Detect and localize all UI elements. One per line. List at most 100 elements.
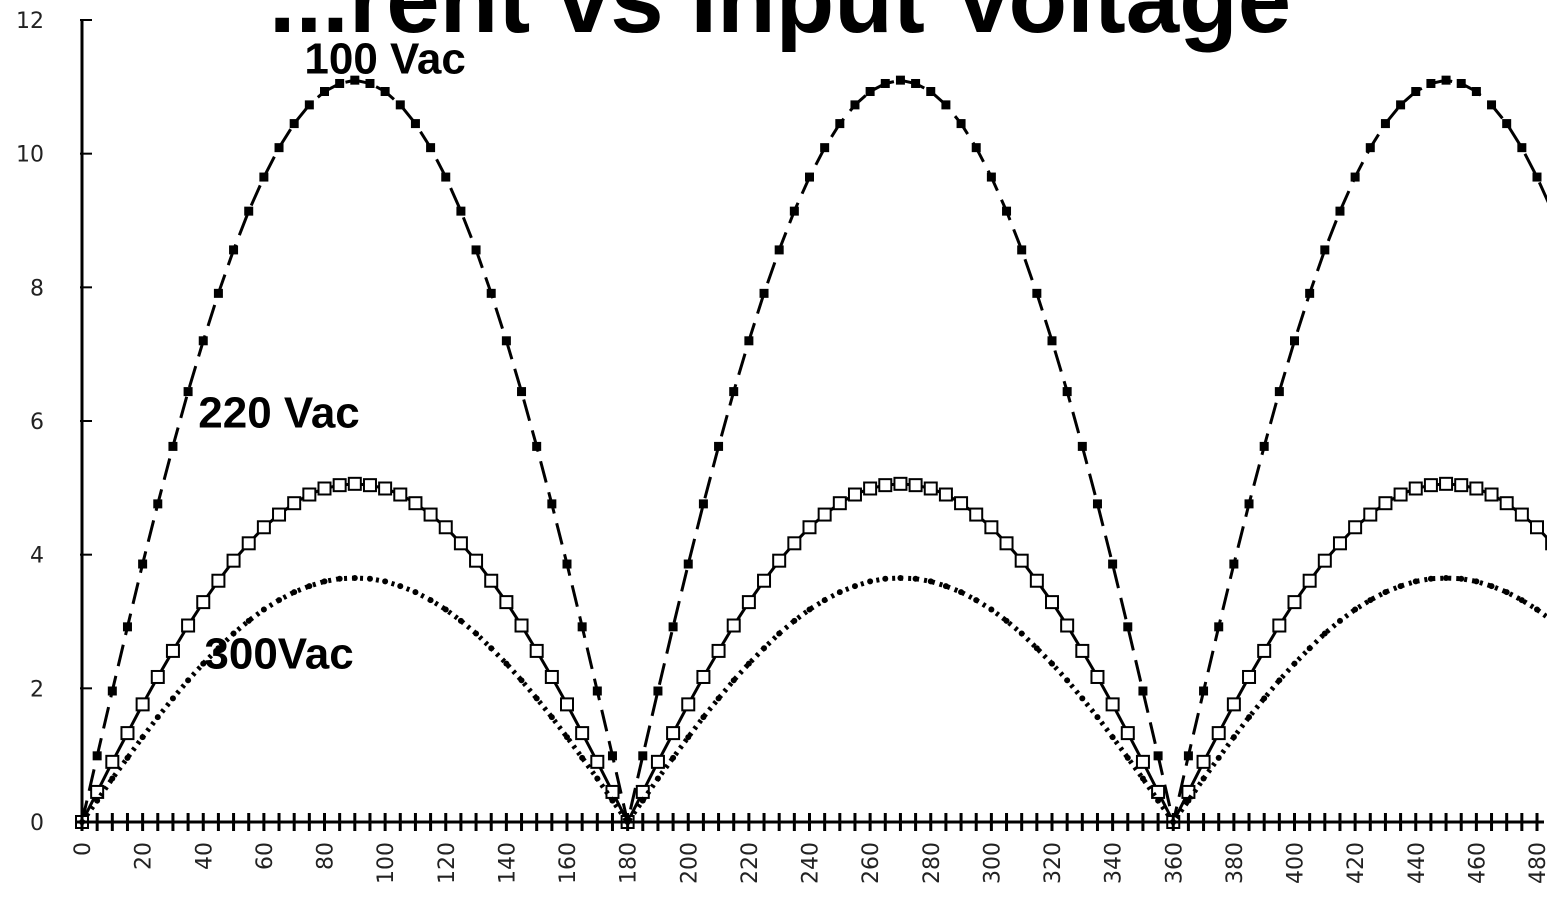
data-point: [1139, 775, 1146, 782]
data-point: [105, 754, 120, 769]
data-point: [696, 669, 711, 684]
series-line: [79, 575, 1547, 827]
data-point: [122, 622, 132, 632]
data-point: [1060, 813, 1075, 831]
data-point: [1473, 578, 1480, 585]
data-point: [1185, 797, 1192, 804]
data-point: [276, 597, 283, 604]
data-point: [1108, 559, 1118, 569]
data-point: [592, 686, 602, 696]
data-point: [863, 813, 878, 831]
data-point: [1287, 595, 1302, 610]
data-point: [150, 813, 165, 831]
data-point: [654, 775, 661, 782]
data-point: [1242, 813, 1257, 831]
data-point: [1045, 595, 1059, 610]
data-point: [1469, 813, 1484, 831]
data-point: [1226, 813, 1241, 831]
data-point: [291, 589, 298, 596]
data-point: [272, 507, 287, 522]
x-ticks: 0 20 40 60 80 100 120 140 160 180 200 220 240 260 280 3…: [71, 842, 1547, 884]
data-point: [761, 645, 768, 652]
data-point: [1226, 697, 1241, 712]
data-point: [620, 813, 635, 831]
data-point: [1032, 288, 1042, 298]
data-point: [635, 813, 650, 831]
data-point: [1336, 617, 1343, 624]
data-point: [776, 630, 783, 637]
data-point: [302, 813, 317, 831]
data-point: [1272, 813, 1287, 831]
data-point: [365, 78, 375, 88]
data-point: [999, 813, 1014, 831]
data-point: [1135, 754, 1150, 769]
data-point: [806, 606, 813, 613]
data-point: [698, 499, 708, 509]
data-point: [1471, 87, 1481, 97]
data-point: [954, 813, 969, 831]
data-point: [529, 643, 544, 658]
data-point: [317, 481, 332, 496]
data-point: [941, 100, 951, 110]
data-point: [715, 695, 722, 702]
data-point: [942, 583, 949, 590]
x-tick-label: 140: [495, 842, 520, 884]
x-tick-label: 380: [1223, 842, 1248, 884]
data-point: [1484, 487, 1499, 502]
y-ticks: 0 2 4 6 8 10 12: [16, 9, 92, 836]
data-point: [486, 288, 496, 298]
data-point: [1441, 75, 1451, 85]
data-point: [865, 87, 875, 97]
data-point: [317, 813, 332, 831]
data-point: [851, 583, 858, 590]
x-tick-label: 480: [1526, 842, 1547, 884]
data-point: [1002, 206, 1012, 216]
data-point: [1530, 813, 1544, 831]
series-layer: [75, 75, 1547, 831]
x-tick-label: 280: [920, 842, 945, 884]
data-point: [1488, 583, 1495, 590]
data-point: [518, 677, 525, 684]
x-tick-label: 340: [1102, 842, 1127, 884]
data-point: [638, 751, 648, 761]
data-point: [230, 630, 237, 637]
data-point: [441, 172, 451, 182]
data-point: [757, 573, 772, 588]
data-point: [453, 813, 468, 831]
data-point: [1454, 478, 1469, 493]
data-point: [1064, 677, 1071, 684]
data-point: [1350, 172, 1360, 182]
data-point: [1003, 617, 1010, 624]
data-point: [759, 288, 769, 298]
data-point: [427, 597, 434, 604]
data-point: [668, 622, 678, 632]
data-point: [1246, 714, 1253, 721]
data-point: [1534, 606, 1540, 613]
data-point: [1397, 583, 1404, 590]
data-point: [517, 387, 527, 397]
data-point: [438, 520, 453, 535]
data-point: [1094, 714, 1101, 721]
data-point: [139, 734, 146, 741]
data-point: [1120, 726, 1135, 741]
data-point: [1363, 507, 1378, 522]
series-0: [77, 75, 1547, 827]
data-point: [772, 553, 787, 568]
data-point: [1047, 336, 1057, 346]
y-tick-label: 4: [30, 544, 44, 569]
data-point: [1181, 784, 1196, 799]
data-point: [1302, 813, 1317, 831]
data-point: [94, 797, 101, 804]
x-tick-label: 160: [556, 842, 581, 884]
data-point: [730, 677, 737, 684]
data-point: [1153, 751, 1163, 761]
x-tick-label: 260: [859, 842, 884, 884]
x-tick-label: 360: [1162, 842, 1187, 884]
data-point: [1199, 686, 1209, 696]
data-point: [832, 496, 847, 511]
data-point: [923, 481, 938, 496]
data-point: [847, 487, 862, 502]
x-tick-label: 80: [314, 842, 339, 870]
data-point: [1367, 597, 1374, 604]
series-line: [80, 78, 1547, 823]
